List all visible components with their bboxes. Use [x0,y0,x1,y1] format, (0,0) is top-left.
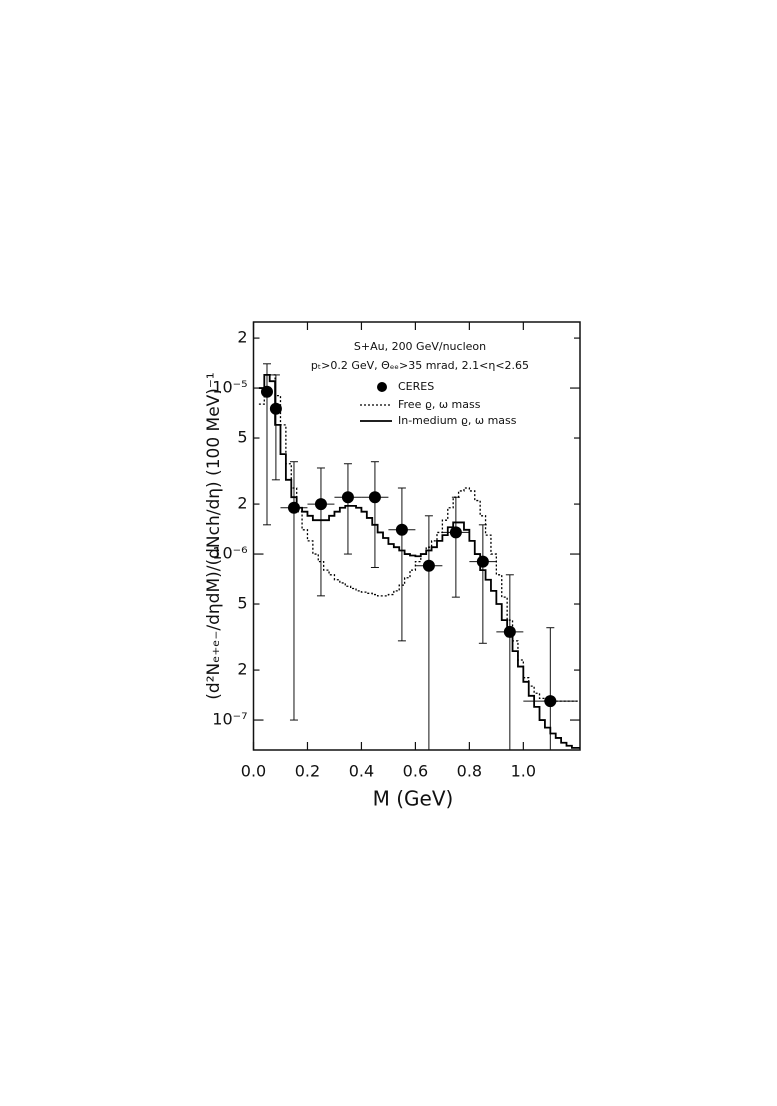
step-line [258,374,580,702]
plot-frame [252,321,581,751]
legend-label: Free ϱ, ω mass [398,398,481,411]
x-tick-label: 0.6 [403,762,428,781]
step-line [258,374,580,749]
data-point [422,559,435,572]
data-point [341,491,354,504]
y-tick-label: 5 [237,428,247,447]
x-tick-label: 0.0 [241,762,266,781]
y-tick-label: 10⁻⁵ [212,378,247,397]
x-axis-label: M (GeV) [373,787,454,811]
x-tick-label: 1.0 [511,762,536,781]
y-tick-label: 2 [237,660,247,679]
data-point [476,555,489,568]
legend-marker [377,382,387,392]
y-axis-label: (d²Nₑ₊ₑ₋/dηdM)/(dNch/dη) (100 MeV)⁻¹ [204,372,224,699]
data-point [395,523,408,536]
data-point [368,491,381,504]
legend-label: In-medium ϱ, ω mass [398,414,517,427]
x-tick-label: 0.4 [349,762,374,781]
data-point [544,695,557,708]
x-tick-label: 0.8 [457,762,482,781]
annotation: pₜ>0.2 GeV, Θₑₑ>35 mrad, 2.1<η<2.65 [311,359,529,372]
y-tick-label: 5 [237,594,247,613]
y-tick-label: 2 [237,494,247,513]
y-tick-label: 10⁻⁷ [212,710,247,729]
data-point [314,498,327,511]
data-point [449,526,462,539]
legend-label: CERES [398,380,434,393]
y-tick-label: 2 [237,328,247,347]
x-tick-label: 0.2 [295,762,320,781]
annotation: S+Au, 200 GeV/nucleon [354,340,486,353]
y-tick-label: 10⁻⁶ [212,544,247,563]
